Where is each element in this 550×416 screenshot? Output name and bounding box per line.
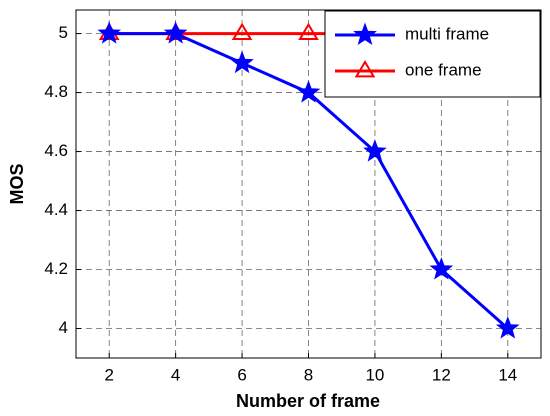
x-tick-label: 10 bbox=[365, 365, 384, 384]
x-tick-label: 4 bbox=[171, 365, 180, 384]
y-tick-label: 4.6 bbox=[44, 141, 68, 160]
legend: multi frame one frame bbox=[324, 10, 541, 98]
star-marker bbox=[495, 316, 520, 339]
star-marker bbox=[97, 21, 122, 44]
x-tick-label: 6 bbox=[237, 365, 246, 384]
y-tick-label: 5 bbox=[59, 23, 68, 42]
y-tick-label: 4.4 bbox=[44, 200, 68, 219]
star-marker bbox=[296, 80, 321, 103]
y-axis-label: MOS bbox=[7, 163, 27, 204]
y-tick-label: 4.8 bbox=[44, 82, 68, 101]
star-marker bbox=[163, 21, 188, 44]
star-marker bbox=[230, 50, 254, 74]
star-marker bbox=[429, 257, 454, 280]
star-marker bbox=[363, 139, 387, 162]
y-tick-label: 4.2 bbox=[44, 259, 68, 278]
plot-frame bbox=[75, 9, 542, 359]
legend-box bbox=[324, 10, 541, 98]
x-tick-label: 14 bbox=[498, 365, 517, 384]
legend-label: multi frame bbox=[405, 24, 489, 43]
x-tick-label: 12 bbox=[432, 365, 451, 384]
x-tick-label: 8 bbox=[304, 365, 313, 384]
x-tick-label: 2 bbox=[104, 365, 113, 384]
triangle-marker bbox=[298, 22, 319, 40]
triangle-marker bbox=[231, 22, 253, 40]
legend-marker bbox=[353, 22, 377, 46]
x-axis-label: Number of frame bbox=[236, 391, 380, 411]
legend-marker bbox=[354, 60, 376, 78]
y-tick-label: 4 bbox=[59, 318, 68, 337]
legend-label: one frame bbox=[405, 60, 482, 79]
